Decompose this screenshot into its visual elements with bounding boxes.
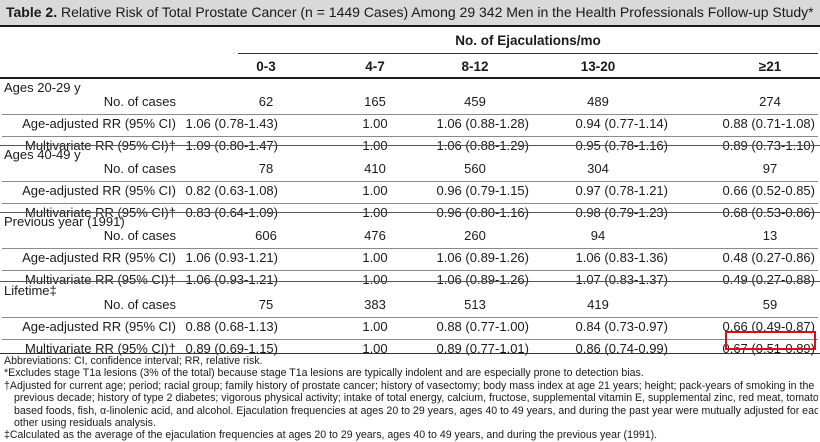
row-label: Multivariate RR (95% CI)† <box>25 272 176 287</box>
table-cell: 419 <box>587 297 609 312</box>
table-cell: 0.88 (0.77-1.00) <box>436 319 529 334</box>
table-cell: 1.06 (0.93-1.21) <box>185 272 278 287</box>
table-cell: 0.88 (0.68-1.13) <box>185 319 278 334</box>
table-cell: 1.00 <box>362 272 388 287</box>
table-cell: 260 <box>464 228 486 243</box>
row-separator <box>2 270 818 271</box>
table-number: Table 2. <box>6 4 58 20</box>
table-cell: 0.89 (0.69-1.15) <box>185 341 278 356</box>
table-cell: 165 <box>364 94 386 109</box>
table-cell: 62 <box>258 94 274 109</box>
table-cell: 1.00 <box>362 250 388 265</box>
table-cell: 0.84 (0.73-0.97) <box>575 319 668 334</box>
table-cell: 0.96 (0.79-1.15) <box>436 183 529 198</box>
column-header-3: 8-12 <box>461 59 489 74</box>
table-title: Relative Risk of Total Prostate Cancer (… <box>60 4 814 20</box>
row-label: Age-adjusted RR (95% CI) <box>22 183 176 198</box>
title-rule <box>0 25 820 27</box>
row-separator <box>2 203 818 204</box>
table-cell: 606 <box>255 228 277 243</box>
section-title: Previous year (1991) <box>4 214 125 229</box>
table-cell: 13 <box>762 228 778 243</box>
table-title-bar: Table 2. Relative Risk of Total Prostate… <box>0 0 820 27</box>
table-cell: 0.66 (0.49-0.87) <box>722 319 815 334</box>
row-label: Age-adjusted RR (95% CI) <box>22 319 176 334</box>
table-cell: 383 <box>364 297 386 312</box>
column-header-2: 4-7 <box>365 59 385 74</box>
section-separator <box>0 212 820 213</box>
row-label: Multivariate RR (95% CI)† <box>25 341 176 356</box>
row-label: No. of cases <box>103 297 176 312</box>
table-cell: 0.88 (0.71-1.08) <box>722 116 815 131</box>
footnote-asterisk: *Excludes stage T1a lesions (3% of the t… <box>4 367 644 380</box>
table-cell: 78 <box>258 161 274 176</box>
footnote-dagger-cont-3: other using residuals analysis. <box>14 417 156 430</box>
table-cell: 489 <box>587 94 609 109</box>
highlighted-cell-box <box>725 331 816 350</box>
table-cell: 0.48 (0.27-0.86) <box>722 250 815 265</box>
row-label: Age-adjusted RR (95% CI) <box>22 116 176 131</box>
table-cell: 476 <box>364 228 386 243</box>
column-header-4: 13-20 <box>580 59 616 74</box>
table-cell: 513 <box>464 297 486 312</box>
table-cell: 0.86 (0.74-0.99) <box>575 341 668 356</box>
section-separator <box>0 281 820 282</box>
section-separator <box>0 145 820 146</box>
table-cell: 0.66 (0.52-0.85) <box>722 183 815 198</box>
row-label: No. of cases <box>103 161 176 176</box>
row-label: No. of cases <box>103 228 176 243</box>
table-cell: 0.49 (0.27-0.88) <box>722 272 815 287</box>
table-cell: 1.06 (0.93-1.21) <box>185 250 278 265</box>
table-cell: 94 <box>590 228 606 243</box>
table-cell: 0.82 (0.63-1.08) <box>185 183 278 198</box>
table-cell: 1.06 (0.89-1.26) <box>436 250 529 265</box>
table-cell: 1.07 (0.83-1.37) <box>575 272 668 287</box>
header-bottom-rule <box>0 77 820 79</box>
section-title: Ages 40-49 y <box>4 147 81 162</box>
table-bottom-rule <box>0 353 820 354</box>
table-cell: 459 <box>464 94 486 109</box>
row-separator <box>2 181 818 182</box>
header-group-rule <box>238 53 818 54</box>
table-cell: 0.94 (0.77-1.14) <box>575 116 668 131</box>
row-separator <box>2 339 818 340</box>
table-cell: 274 <box>759 94 781 109</box>
column-header-5: ≥21 <box>758 59 782 74</box>
ejaculations-column-group-header: No. of Ejaculations/mo <box>455 33 601 48</box>
table-cell: 1.00 <box>362 116 388 131</box>
row-separator <box>2 136 818 137</box>
table-cell: 97 <box>762 161 778 176</box>
section-title: Ages 20-29 y <box>4 80 81 95</box>
row-separator <box>2 114 818 115</box>
row-separator <box>2 317 818 318</box>
table-cell: 304 <box>587 161 609 176</box>
footnote-dagger-cont-1: previous decade; history of type 2 diabe… <box>14 392 818 405</box>
row-label: Age-adjusted RR (95% CI) <box>22 250 176 265</box>
table-cell: 59 <box>762 297 778 312</box>
footnote-double-dagger: ‡Calculated as the average of the ejacul… <box>4 429 658 442</box>
table-cell: 1.06 (0.78-1.43) <box>185 116 278 131</box>
footnote-dagger: †Adjusted for current age; period; racia… <box>4 379 815 392</box>
footnotes: Abbreviations: CI, confidence interval; … <box>4 355 818 442</box>
section-title: Lifetime‡ <box>4 283 57 298</box>
table-cell: 1.06 (0.88-1.28) <box>436 116 529 131</box>
column-header-1: 0-3 <box>256 59 276 74</box>
table-cell: 410 <box>364 161 386 176</box>
footnote-abbreviations: Abbreviations: CI, confidence interval; … <box>4 355 263 367</box>
row-label: No. of cases <box>103 94 176 109</box>
table-cell: 75 <box>258 297 274 312</box>
table-cell: 0.97 (0.78-1.21) <box>575 183 668 198</box>
footnote-dagger-cont-2: based foods, fish, α-linolenic acid, and… <box>14 404 818 417</box>
table-cell: 1.00 <box>362 319 388 334</box>
table-cell: 0.89 (0.77-1.01) <box>436 341 529 356</box>
table-cell: 560 <box>464 161 486 176</box>
row-separator <box>2 248 818 249</box>
table-cell: 1.06 (0.83-1.36) <box>575 250 668 265</box>
table-cell: 1.00 <box>362 183 388 198</box>
table-cell: 1.00 <box>362 341 388 356</box>
table-cell: 1.06 (0.89-1.26) <box>436 272 529 287</box>
